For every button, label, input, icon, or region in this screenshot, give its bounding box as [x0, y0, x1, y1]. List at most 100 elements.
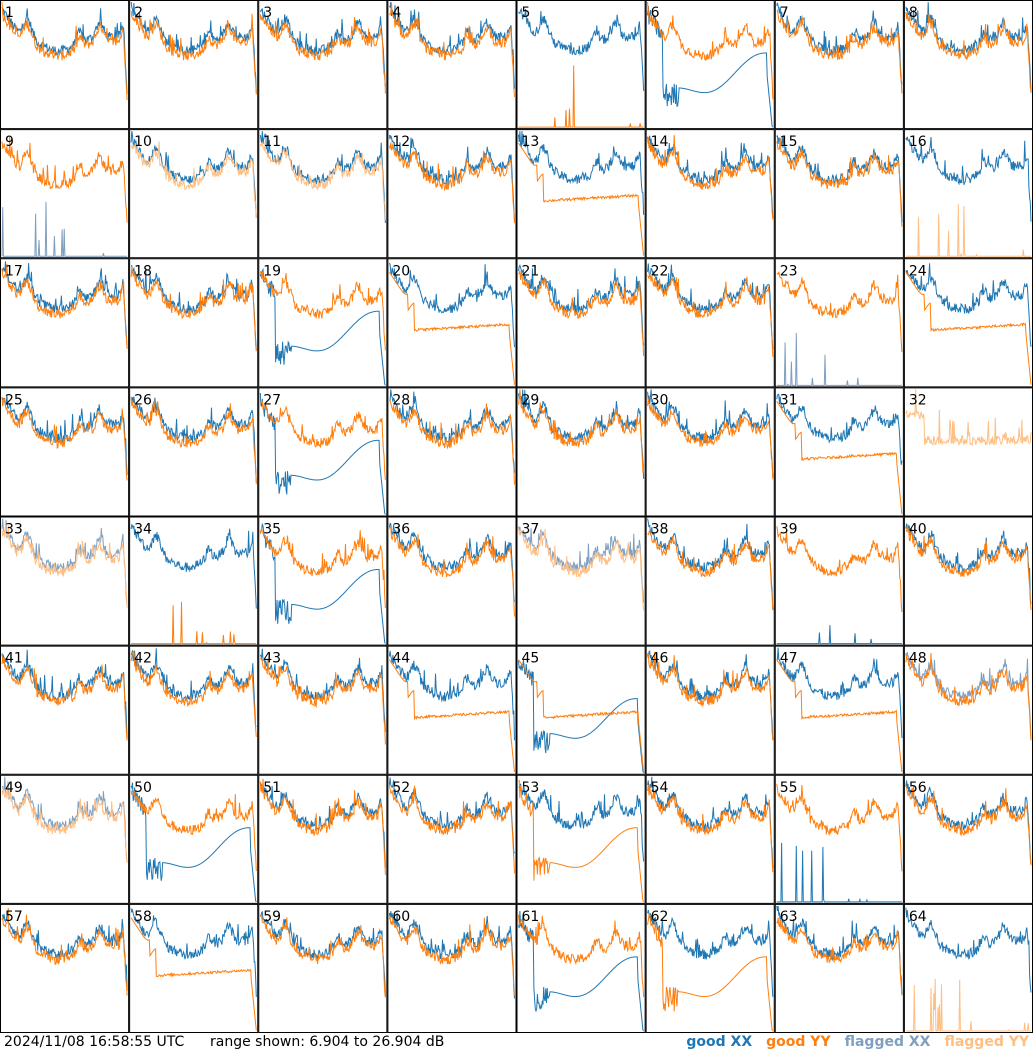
- panel-frame: [129, 903, 259, 1033]
- panel-20: 20: [387, 258, 517, 388]
- panel-62: 62: [645, 903, 775, 1033]
- panel-label: 47: [780, 651, 798, 667]
- panel-28: 28: [387, 387, 517, 517]
- series-xx: [905, 907, 1032, 993]
- panel-label: 16: [909, 134, 927, 150]
- series-yy: [388, 142, 515, 224]
- panel-label: 11: [263, 134, 281, 150]
- panel-label: 42: [134, 651, 152, 667]
- series-yy: [388, 659, 515, 773]
- panel-7: 7: [774, 0, 904, 130]
- panel-label: 29: [522, 392, 540, 408]
- panel-46: 46: [645, 645, 775, 775]
- panel-frame: [258, 903, 388, 1033]
- panel-42: 42: [129, 645, 259, 775]
- panel-40: 40: [903, 516, 1033, 646]
- series-yy: [259, 778, 386, 875]
- panel-label: 37: [522, 522, 540, 538]
- panel-label: 25: [5, 392, 23, 408]
- panel-label: 55: [780, 780, 798, 796]
- series-xx: [388, 911, 515, 999]
- panel-frame: [129, 645, 259, 775]
- series-yy: [1, 263, 128, 350]
- panel-6: 6: [645, 0, 775, 130]
- panel-label: 15: [780, 134, 798, 150]
- panel-54: 54: [645, 774, 775, 904]
- panel-label: 44: [392, 651, 410, 667]
- series-yy: [647, 913, 774, 1032]
- series-xx: [130, 264, 257, 351]
- panel-19: 19: [258, 258, 388, 388]
- series-yy: [647, 651, 774, 741]
- series-xx: [776, 905, 903, 995]
- series-xx: [259, 131, 386, 224]
- panel-frame: [0, 903, 130, 1033]
- series-yy: [905, 271, 1032, 385]
- series-xx: [776, 647, 903, 739]
- panel-61: 61: [516, 903, 646, 1033]
- panel-frame: [645, 774, 775, 904]
- panel-label: 28: [392, 392, 410, 408]
- panel-57: 57: [0, 903, 130, 1033]
- panel-frame: [129, 387, 259, 517]
- panel-1: 1: [0, 0, 130, 130]
- series-xx: [259, 267, 386, 386]
- series-yy: [259, 400, 386, 480]
- series-yy: [259, 14, 386, 94]
- panel-32: 32: [903, 387, 1033, 517]
- panel-frame: [903, 774, 1033, 904]
- series-yy: [130, 396, 257, 485]
- panel-label: 35: [263, 522, 281, 538]
- panel-label: 31: [780, 392, 798, 408]
- panel-label: 2: [134, 5, 143, 21]
- series-xx: [518, 526, 645, 603]
- series-yy: [1, 907, 128, 996]
- series-yy: [518, 528, 645, 611]
- series-yy: [905, 11, 1032, 92]
- panel-label: 57: [5, 909, 23, 925]
- series-xx: [1, 913, 128, 992]
- panel-frame: [774, 0, 904, 130]
- panel-frame: [645, 903, 775, 1033]
- panel-label: 4: [392, 5, 401, 21]
- panel-frame: [387, 645, 517, 775]
- series-yy: [1, 1, 128, 101]
- panel-frame: [258, 258, 388, 388]
- panel-53: 53: [516, 774, 646, 904]
- panel-label: 10: [134, 134, 152, 150]
- panel-label: 12: [392, 134, 410, 150]
- series-yy: [518, 270, 645, 356]
- panel-56: 56: [903, 774, 1033, 904]
- panel-12: 12: [387, 129, 517, 259]
- panel-label: 27: [263, 392, 281, 408]
- series-xx: [776, 625, 902, 645]
- series-yy: [776, 659, 903, 773]
- panel-9: 9: [0, 129, 130, 259]
- panel-frame: [0, 387, 130, 517]
- series-yy: [259, 271, 386, 351]
- series-yy: [776, 137, 903, 227]
- panel-8: 8: [903, 0, 1033, 130]
- panel-10: 10: [129, 129, 259, 259]
- panel-frame: [258, 516, 388, 646]
- series-yy: [130, 141, 257, 219]
- panel-frame: [516, 774, 646, 904]
- panel-45: 45: [516, 645, 646, 775]
- panel-3: 3: [258, 0, 388, 130]
- panel-label: 56: [909, 780, 927, 796]
- panel-29: 29: [516, 387, 646, 517]
- panel-14: 14: [645, 129, 775, 259]
- panel-label: 40: [909, 522, 927, 538]
- series-yy: [518, 389, 645, 473]
- panel-label: 17: [5, 263, 23, 279]
- panel-frame: [387, 516, 517, 646]
- panel-38: 38: [645, 516, 775, 646]
- panel-label: 33: [5, 522, 23, 538]
- panel-26: 26: [129, 387, 259, 517]
- panel-label: 8: [909, 5, 918, 21]
- series-yy: [259, 914, 386, 998]
- panel-13: 13: [516, 129, 646, 259]
- series-yy: [1, 781, 128, 864]
- panel-frame: [129, 129, 259, 259]
- panel-frame: [774, 129, 904, 259]
